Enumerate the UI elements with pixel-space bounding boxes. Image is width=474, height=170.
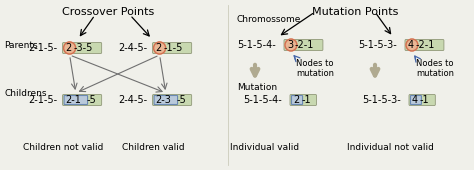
FancyBboxPatch shape xyxy=(63,42,101,54)
Text: Chromossome: Chromossome xyxy=(237,15,301,24)
Text: 2-1: 2-1 xyxy=(65,95,82,105)
Text: 2-4-5-: 2-4-5- xyxy=(118,43,147,53)
Text: 2-3: 2-3 xyxy=(155,95,172,105)
Text: 5-1-5-4-: 5-1-5-4- xyxy=(243,95,282,105)
FancyBboxPatch shape xyxy=(290,95,317,106)
FancyBboxPatch shape xyxy=(153,95,191,106)
Text: 4: 4 xyxy=(408,40,414,50)
Circle shape xyxy=(154,42,165,54)
Text: 5-1-5-3-: 5-1-5-3- xyxy=(362,95,401,105)
Text: Mutation: Mutation xyxy=(237,83,277,92)
Text: 4: 4 xyxy=(412,95,418,105)
Text: Parents: Parents xyxy=(4,41,37,50)
Text: 5-1-5-4-: 5-1-5-4- xyxy=(237,40,276,50)
FancyBboxPatch shape xyxy=(292,96,302,105)
Text: Crossover Points: Crossover Points xyxy=(62,7,154,17)
Text: 2-4-5-: 2-4-5- xyxy=(118,95,147,105)
Text: 2-1-5-: 2-1-5- xyxy=(28,95,57,105)
Text: -1: -1 xyxy=(301,95,310,105)
FancyBboxPatch shape xyxy=(63,95,101,106)
FancyBboxPatch shape xyxy=(284,39,323,50)
Text: Childrens: Childrens xyxy=(4,89,46,98)
Text: 3: 3 xyxy=(287,40,293,50)
FancyBboxPatch shape xyxy=(410,96,421,105)
Text: Children not valid: Children not valid xyxy=(23,143,103,152)
Circle shape xyxy=(64,42,76,54)
Text: 2: 2 xyxy=(293,95,299,105)
Text: 2: 2 xyxy=(65,43,72,53)
Text: -1-5: -1-5 xyxy=(164,43,183,53)
Text: 5-1-5-3-: 5-1-5-3- xyxy=(358,40,397,50)
FancyBboxPatch shape xyxy=(405,39,444,50)
FancyBboxPatch shape xyxy=(154,96,178,105)
Text: 2-1-5-: 2-1-5- xyxy=(28,43,57,53)
FancyBboxPatch shape xyxy=(64,96,88,105)
Text: -2-1: -2-1 xyxy=(416,40,435,50)
Text: Children valid: Children valid xyxy=(122,143,185,152)
Text: Individual valid: Individual valid xyxy=(230,143,300,152)
Circle shape xyxy=(406,39,418,51)
Text: -5: -5 xyxy=(86,95,96,105)
Text: Nodes to
mutation: Nodes to mutation xyxy=(416,59,454,78)
FancyBboxPatch shape xyxy=(409,95,435,106)
Circle shape xyxy=(285,39,297,51)
Text: -3-5: -3-5 xyxy=(73,43,93,53)
Text: 2: 2 xyxy=(155,43,162,53)
Text: -1: -1 xyxy=(420,95,429,105)
Text: -2-1: -2-1 xyxy=(295,40,314,50)
FancyBboxPatch shape xyxy=(153,42,191,54)
Text: Mutation Points: Mutation Points xyxy=(312,7,398,17)
Text: Individual not valid: Individual not valid xyxy=(346,143,433,152)
Text: -5: -5 xyxy=(176,95,186,105)
Text: Nodes to
mutation: Nodes to mutation xyxy=(296,59,334,78)
